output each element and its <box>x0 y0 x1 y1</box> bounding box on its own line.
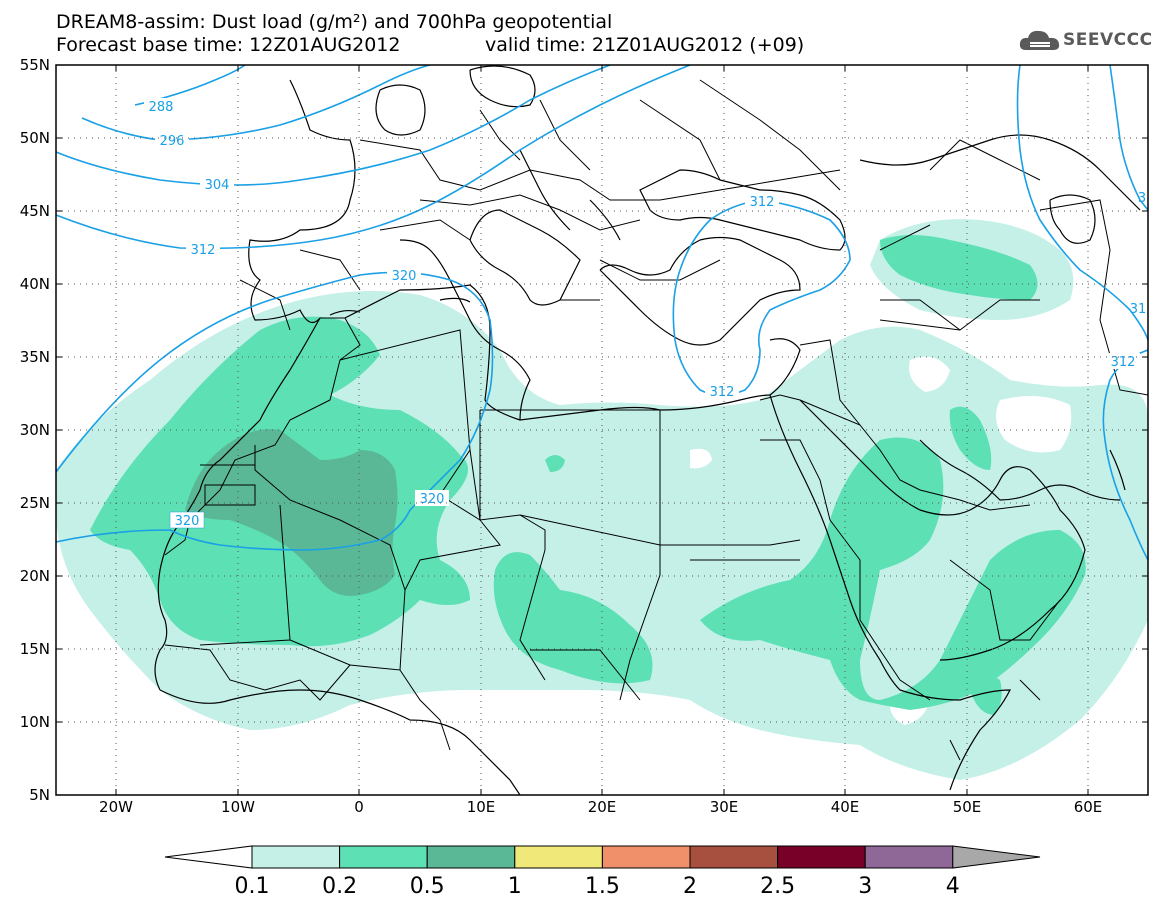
lat-label-25n: 25N <box>20 494 50 512</box>
lon-label-40e: 40E <box>831 798 860 816</box>
logo-text: SEEVCCC <box>1063 30 1153 50</box>
colorbar-swatch-2 <box>339 845 428 869</box>
lon-label-50e: 50E <box>953 798 982 816</box>
country-borders <box>164 79 1148 761</box>
geopotential-labels: 288 296 304 312 312 320 320 320 312 312 … <box>144 98 1146 529</box>
lat-label-30n: 30N <box>20 421 50 439</box>
lat-label-55n: 55N <box>20 56 50 74</box>
seevccc-logo: SEEVCCC <box>1018 26 1158 56</box>
colorbar-tick-0-1: 0.1 <box>235 874 270 899</box>
colorbar-swatch-6 <box>689 845 779 869</box>
lon-label-30e: 30E <box>710 798 739 816</box>
colorbar-tick-2: 2 <box>683 874 697 899</box>
contour-label-320-east: 320 <box>420 492 445 507</box>
graticule <box>56 65 1148 795</box>
colorbar <box>164 845 1041 869</box>
colorbar-tick-1-5: 1.5 <box>585 874 620 899</box>
colorbar-swatch-7 <box>777 845 866 869</box>
latitude-labels: 55N 50N 45N 40N 35N 30N 25N 20N 15N 10N … <box>20 56 50 804</box>
lat-label-50n: 50N <box>20 129 50 147</box>
lat-label-45n: 45N <box>20 202 50 220</box>
colorbar-under-arrow <box>164 845 253 869</box>
colorbar-swatch-4 <box>514 845 603 869</box>
lat-label-15n: 15N <box>20 640 50 658</box>
contour-label-288: 288 <box>149 100 174 115</box>
contour-label-304: 304 <box>205 178 230 193</box>
valid-time: valid time: 21Z01AUG2012 (+09) <box>485 34 805 56</box>
colorbar-swatch-8 <box>864 845 954 869</box>
contour-label-3-partial: 3 <box>1138 191 1146 206</box>
forecast-base-time: Forecast base time: 12Z01AUG2012 <box>56 34 401 56</box>
lat-label-40n: 40N <box>20 275 50 293</box>
axis-ticks <box>56 64 1148 796</box>
colorbar-tick-2-5: 2.5 <box>760 874 795 899</box>
forecast-time-line: Forecast base time: 12Z01AUG2012 valid ti… <box>56 34 804 56</box>
lat-label-20n: 20N <box>20 567 50 585</box>
lon-label-0: 0 <box>354 798 364 816</box>
colorbar-swatch-3 <box>426 845 516 869</box>
colorbar-tick-4: 4 <box>946 874 960 899</box>
contour-label-312-east: 312 <box>1111 355 1136 370</box>
contour-label-296: 296 <box>160 134 185 149</box>
lat-label-35n: 35N <box>20 348 50 366</box>
geopotential-contours <box>56 65 1148 561</box>
longitude-labels: 20W 10W 0 10E 20E 30E 40E 50E 60E <box>99 798 1102 816</box>
colorbar-over-arrow <box>952 845 1041 869</box>
colorbar-labels: 0.1 0.2 0.5 1 1.5 2 2.5 3 4 <box>235 874 960 899</box>
lon-label-20w: 20W <box>99 798 133 816</box>
dust-level-high <box>185 429 398 596</box>
colorbar-tick-0-5: 0.5 <box>410 874 445 899</box>
contour-label-320-north: 320 <box>392 269 417 284</box>
contour-label-31-partial: 31 <box>1130 302 1147 317</box>
colorbar-tick-1: 1 <box>508 874 522 899</box>
colorbar-swatch-1 <box>251 845 341 869</box>
lat-label-10n: 10N <box>20 713 50 731</box>
map-plot-area: 288 296 304 312 312 320 320 320 312 312 … <box>56 65 1148 795</box>
lon-label-20e: 20E <box>588 798 617 816</box>
contour-label-312-black-sea: 312 <box>750 195 775 210</box>
contour-label-312-west: 312 <box>191 243 216 258</box>
lon-label-60e: 60E <box>1074 798 1103 816</box>
lon-label-10e: 10E <box>467 798 496 816</box>
lon-label-10w: 10W <box>221 798 255 816</box>
dust-free-areas <box>690 356 1072 725</box>
colorbar-swatch-5 <box>601 845 691 869</box>
map-title: DREAM8-assim: Dust load (g/m²) and 700hP… <box>56 11 613 33</box>
colorbar-tick-3: 3 <box>858 874 872 899</box>
contour-label-320-west: 320 <box>175 514 200 529</box>
lat-label-5n: 5N <box>29 786 50 804</box>
contour-label-312-turkey: 312 <box>710 385 735 400</box>
colorbar-tick-0-2: 0.2 <box>322 874 357 899</box>
cloud-logo-icon <box>1019 30 1060 50</box>
